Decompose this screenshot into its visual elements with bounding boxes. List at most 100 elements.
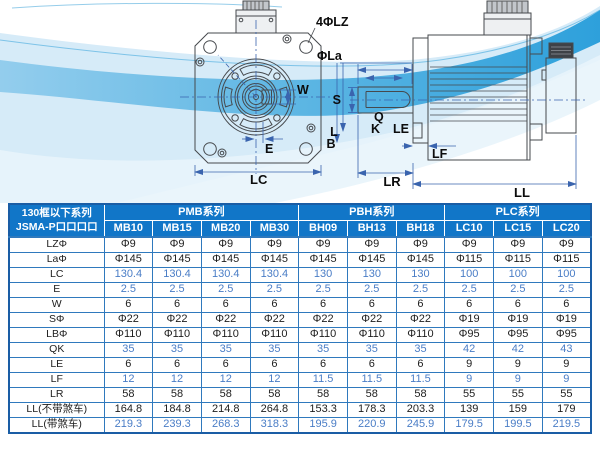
- bolt-hole: [299, 142, 313, 156]
- dim-value: 11.5: [298, 372, 348, 388]
- dimension-table: 130框以下系列 JSMA-P口口口口 PMB系列 PBH系列 PLC系列 MB10 MB1…: [8, 203, 592, 434]
- dim-value: 6: [298, 357, 348, 373]
- dim-value: 2.5: [249, 282, 300, 298]
- dim-value: 268.3: [200, 417, 251, 434]
- model-header: MB20: [200, 220, 251, 238]
- dim-value: Φ22: [298, 312, 348, 328]
- dim-value: Φ19: [541, 312, 592, 328]
- dim-value: 9: [493, 372, 543, 388]
- dim-value: 245.9: [395, 417, 446, 434]
- table-row: E 2.5 2.5 2.5 2.5 2.5 2.5 2.5 2.5 2.5 2.5: [8, 282, 592, 298]
- table-row: LF 12 12 12 12 11.5 11.5 11.5 9 9 9: [8, 372, 592, 388]
- model-header: BH13: [346, 220, 397, 238]
- model-header: MB30: [249, 220, 300, 238]
- model-header: LC10: [444, 220, 494, 238]
- dim-value: 58: [346, 387, 397, 403]
- label-lc: LC: [250, 172, 268, 187]
- corner-header: 130框以下系列 JSMA-P口口口口: [8, 203, 105, 238]
- dim-value: Φ9: [541, 236, 592, 253]
- dim-value: Φ9: [395, 236, 446, 253]
- dim-value: 6: [298, 297, 348, 313]
- dim-value: 6: [249, 357, 300, 373]
- dim-value: 6: [346, 357, 397, 373]
- row-label: SΦ: [8, 312, 105, 328]
- dim-value: 100: [493, 267, 543, 283]
- table-row: LZΦ Φ9 Φ9 Φ9 Φ9 Φ9 Φ9 Φ9 Φ9 Φ9 Φ9: [8, 236, 592, 253]
- dim-value: 2.5: [298, 282, 348, 298]
- dim-value: Φ110: [249, 327, 300, 343]
- dim-value: Φ95: [493, 327, 543, 343]
- dim-value: Φ145: [152, 252, 202, 268]
- row-label: E: [8, 282, 105, 298]
- series-header: PLC系列: [444, 203, 592, 221]
- dim-value: 264.8: [249, 402, 300, 418]
- dim-value: 6: [249, 297, 300, 313]
- dim-value: 130: [298, 267, 348, 283]
- bolt-hole: [203, 142, 217, 156]
- dim-value: 6: [103, 297, 154, 313]
- dim-value: 239.3: [152, 417, 202, 434]
- row-label: LE: [8, 357, 105, 373]
- label-q: Q: [374, 110, 384, 124]
- dim-value: 2.5: [346, 282, 397, 298]
- dim-value: 159: [493, 402, 543, 418]
- row-label: QK: [8, 342, 105, 358]
- front-view-dimensions: [180, 20, 412, 176]
- dim-value: Φ22: [200, 312, 251, 328]
- dim-value: Φ9: [103, 236, 154, 253]
- dim-value: 9: [541, 372, 592, 388]
- row-label: LBΦ: [8, 327, 105, 343]
- bolt-hole: [299, 40, 313, 54]
- wave-streak-line: [0, 9, 600, 67]
- dim-value: Φ145: [395, 252, 446, 268]
- table-row: QK 35 35 35 35 35 35 35 42 42 43: [8, 342, 592, 358]
- table-body: LZΦ Φ9 Φ9 Φ9 Φ9 Φ9 Φ9 Φ9 Φ9 Φ9 Φ9 LaΦ Φ145 Φ145 Φ145 Φ1…: [8, 236, 592, 434]
- dim-value: 58: [298, 387, 348, 403]
- dim-value: Φ9: [346, 236, 397, 253]
- dim-value: 2.5: [395, 282, 446, 298]
- dim-value: Φ110: [395, 327, 446, 343]
- row-label: LR: [8, 387, 105, 403]
- row-label: LZΦ: [8, 236, 105, 253]
- model-header: MB10: [103, 220, 154, 238]
- dim-value: Φ110: [152, 327, 202, 343]
- model-header: BH09: [298, 220, 348, 238]
- dim-value: Φ9: [152, 236, 202, 253]
- dim-value: 6: [541, 297, 592, 313]
- drawing-area: 4ΦLZ ΦLa W E LC S Q K LE L B LF LR LL: [0, 0, 600, 203]
- table-row: LC 130.4 130.4 130.4 130.4 130 130 130 100 100 100: [8, 267, 592, 283]
- dim-value: 220.9: [346, 417, 397, 434]
- dim-value: 35: [395, 342, 446, 358]
- motor-body: [412, 34, 543, 161]
- label-b: B: [326, 137, 335, 151]
- dim-value: Φ22: [249, 312, 300, 328]
- encoder-housing: [541, 42, 577, 134]
- table-row: LL(带煞车) 219.3 239.3 268.3 318.3 195.9 220.9 245…: [8, 417, 592, 434]
- dim-value: Φ9: [444, 236, 494, 253]
- dim-value: 55: [541, 387, 592, 403]
- dim-value: Φ95: [444, 327, 494, 343]
- dim-value: Φ145: [249, 252, 300, 268]
- dim-value: Φ19: [444, 312, 494, 328]
- table-head: 130框以下系列 JSMA-P口口口口 PMB系列 PBH系列 PLC系列 MB10 MB1…: [8, 203, 592, 238]
- dim-value: 130: [346, 267, 397, 283]
- dim-value: Φ22: [152, 312, 202, 328]
- dim-value: 139: [444, 402, 494, 418]
- dim-value: 2.5: [444, 282, 494, 298]
- dim-value: 130: [395, 267, 446, 283]
- table-row: LaΦ Φ145 Φ145 Φ145 Φ145 Φ145 Φ145 Φ145 Φ115 Φ115 Φ…: [8, 252, 592, 268]
- label-e: E: [265, 142, 273, 156]
- series-header: PBH系列: [298, 203, 446, 221]
- label-s: S: [333, 93, 341, 107]
- dim-value: Φ22: [346, 312, 397, 328]
- table-row: LR 58 58 58 58 58 58 58 55 55 55: [8, 387, 592, 403]
- tap-holes: [195, 34, 316, 158]
- dim-value: 9: [444, 372, 494, 388]
- table-row: LBΦ Φ110 Φ110 Φ110 Φ110 Φ110 Φ110 Φ110 Φ95 Φ95 Φ95: [8, 327, 592, 343]
- dim-value: 2.5: [200, 282, 251, 298]
- dim-value: 12: [249, 372, 300, 388]
- dim-value: 6: [444, 297, 494, 313]
- dim-value: 153.3: [298, 402, 348, 418]
- dim-value: 42: [444, 342, 494, 358]
- dim-value: Φ145: [346, 252, 397, 268]
